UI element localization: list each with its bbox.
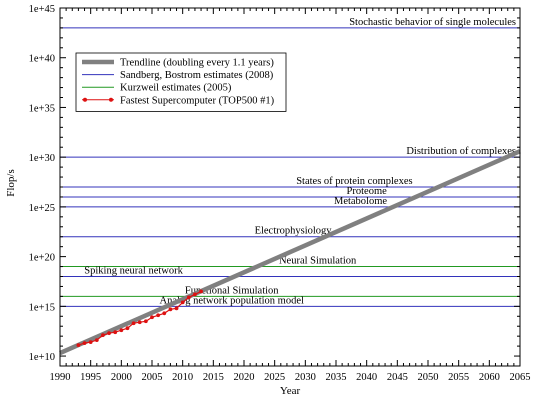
y-tick-label: 1e+40 — [29, 54, 55, 65]
data-point — [119, 328, 124, 333]
data-point — [162, 311, 167, 316]
y-tick-label: 1e+10 — [29, 352, 55, 363]
reference-line-label: Analog network population model — [160, 295, 304, 306]
legend: Trendline (doubling every 1.1 years)Sand… — [75, 52, 287, 112]
reference-line-label: Metabolome — [334, 196, 387, 207]
x-tick-label: 2010 — [172, 372, 193, 383]
data-point — [156, 313, 161, 318]
data-point — [76, 343, 81, 348]
legend-label: Sandberg, Bostrom estimates (2008) — [120, 70, 274, 81]
data-point — [125, 326, 130, 331]
x-tick-label: 1995 — [80, 372, 101, 383]
data-point — [143, 319, 148, 324]
reference-line-label: Functional Simulation — [185, 285, 279, 296]
reference-line-labels: Stochastic behavior of single molecules D… — [84, 17, 516, 306]
y-tick-label: 1e+15 — [29, 302, 55, 313]
x-axis-label: Year — [280, 385, 301, 397]
legend-marker — [83, 97, 87, 102]
reference-line-label: Stochastic behavior of single molecules — [349, 17, 516, 28]
y-tick-label: 1e+30 — [29, 153, 55, 164]
x-tick-label: 1990 — [50, 372, 71, 383]
data-point — [180, 300, 185, 305]
legend-label: Fastest Supercomputer (TOP500 #1) — [120, 95, 275, 106]
x-tick-label: 2040 — [356, 372, 377, 383]
x-tick-label: 2030 — [295, 372, 316, 383]
y-axis-label: Flop/s — [5, 169, 17, 197]
data-point — [88, 340, 93, 345]
reference-line-label: States of protein complexes — [296, 176, 412, 187]
y-tick-label: 1e+20 — [29, 253, 55, 264]
x-tick-label: 2015 — [203, 372, 224, 383]
x-tick-label: 2045 — [387, 372, 408, 383]
axes: 1e+10 1e+15 1e+20 1e+25 1e+30 1e+35 1e+40 1e+45… — [29, 4, 531, 383]
x-tick-label: 2005 — [142, 372, 163, 383]
x-tick-label: 2065 — [510, 372, 531, 383]
x-tick-label: 2020 — [234, 372, 255, 383]
data-point — [168, 307, 173, 312]
data-point — [131, 321, 136, 326]
reference-line-label: Electrophysiology — [255, 226, 333, 237]
reference-line-label: Distribution of complexes — [406, 146, 516, 157]
legend-label: Kurzweil estimates (2005) — [120, 83, 232, 94]
x-tick-label: 2000 — [111, 372, 132, 383]
data-point — [150, 315, 154, 320]
data-point — [193, 292, 197, 297]
data-point — [82, 341, 87, 346]
y-tick-label: 1e+25 — [29, 203, 55, 214]
x-tick-label: 2060 — [479, 372, 500, 383]
data-point — [113, 330, 118, 335]
x-tick-label: 2055 — [448, 372, 469, 383]
x-tick-label: 2035 — [326, 372, 347, 383]
legend-marker — [109, 97, 113, 102]
data-point — [186, 295, 191, 300]
legend-label: Trendline (doubling every 1.1 years) — [120, 58, 274, 69]
supercomputer-series — [76, 289, 203, 348]
reference-line-label: Spiking neural network — [84, 266, 183, 277]
reference-line-label: Proteome — [347, 186, 388, 197]
trendline-layer — [59, 149, 521, 356]
x-tick-label: 2025 — [264, 372, 285, 383]
y-tick-label: 1e+45 — [29, 4, 55, 15]
reference-lines — [60, 27, 520, 307]
data-point — [107, 331, 111, 336]
reference-line-label: Neural Simulation — [279, 256, 357, 267]
data-point — [199, 289, 203, 294]
data-point — [101, 333, 105, 338]
data-point — [94, 338, 99, 343]
data-point — [174, 306, 179, 311]
trendline — [59, 149, 521, 356]
x-tick-label: 2050 — [418, 372, 439, 383]
data-point — [137, 320, 142, 325]
y-tick-label: 1e+35 — [29, 103, 55, 114]
